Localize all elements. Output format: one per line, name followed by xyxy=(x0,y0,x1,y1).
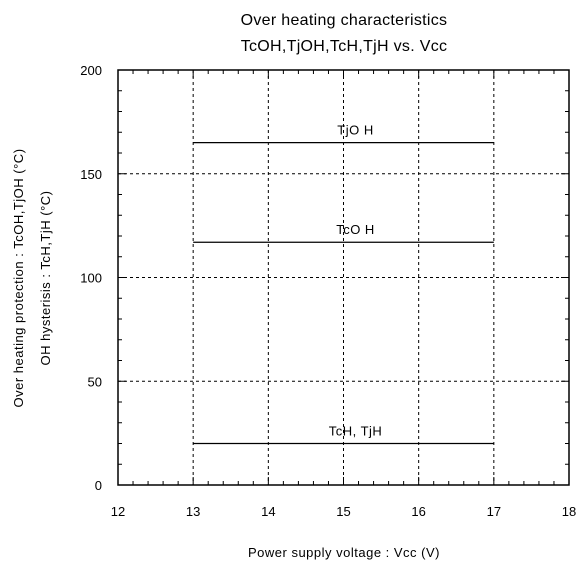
series-label: TjO H xyxy=(337,123,373,138)
x-tick-label: 18 xyxy=(562,504,576,519)
plot-frame xyxy=(117,69,570,486)
y-axis-label-line-2: OH hysterisis : TcH,TjH (°C) xyxy=(38,191,53,366)
series-label: TcH, TjH xyxy=(329,424,383,439)
series-label: TcO H xyxy=(336,222,375,237)
y-tick-label: 150 xyxy=(80,167,102,182)
x-tick-label: 13 xyxy=(186,504,200,519)
y-tick-label: 200 xyxy=(80,63,102,78)
x-tick-label: 17 xyxy=(487,504,501,519)
y-tick-label: 50 xyxy=(88,374,102,389)
x-tick-label: 16 xyxy=(411,504,425,519)
y-tick-labels: 0 50 100 150 200 xyxy=(80,63,102,493)
x-axis-label: Power supply voltage : Vcc (V) xyxy=(248,545,440,560)
y-axis-label-line-1: Over heating protection : TcOH,TjOH (°C) xyxy=(11,148,26,407)
chart-title: Over heating characteristics xyxy=(241,12,448,29)
x-tick-labels: 12 13 14 15 16 17 18 xyxy=(111,504,576,519)
series-lines: TjO H TcO H TcH, TjH xyxy=(193,123,494,445)
y-tick-label: 100 xyxy=(80,271,102,286)
x-tick-label: 12 xyxy=(111,504,125,519)
x-tick-label: 14 xyxy=(261,504,275,519)
x-tick-label: 15 xyxy=(336,504,350,519)
y-tick-label: 0 xyxy=(95,478,102,493)
chart-subtitle: TcOH,TjOH,TcH,TjH vs. Vcc xyxy=(241,38,448,55)
